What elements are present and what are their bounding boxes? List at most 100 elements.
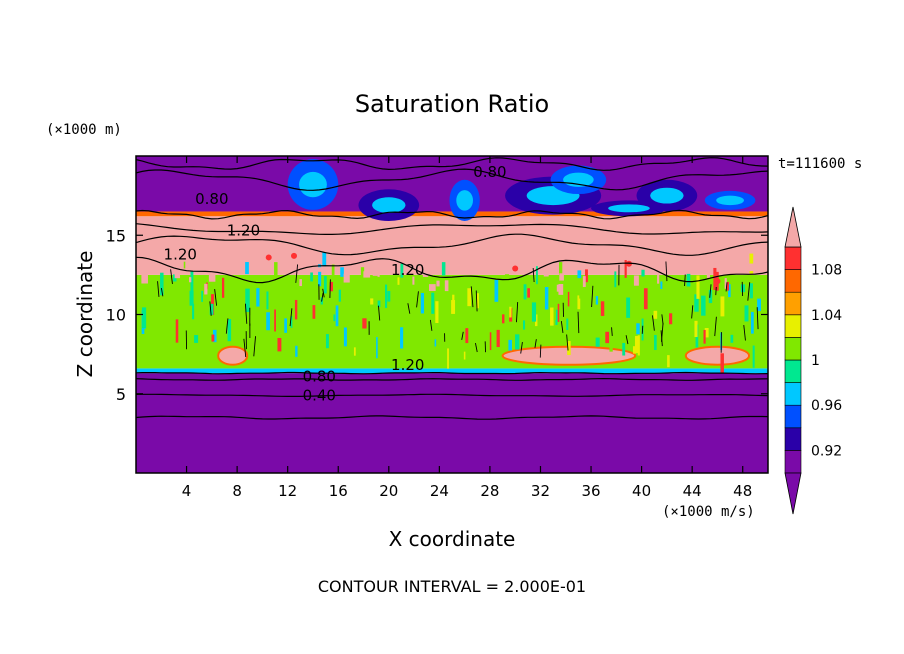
field-texture — [465, 328, 469, 344]
field-texture — [531, 302, 537, 322]
colorbar-segment — [784, 269, 802, 293]
contour-line — [136, 393, 768, 397]
contour-line — [577, 311, 580, 334]
field-texture — [263, 325, 268, 336]
field-texture — [634, 336, 640, 354]
field-texture — [633, 275, 639, 286]
y-tick-label: 15 — [106, 226, 126, 245]
field-texture — [534, 314, 538, 327]
field-texture — [226, 286, 230, 298]
field-texture — [444, 280, 449, 292]
y-axis-ticks: 5 10 15 — [106, 226, 768, 404]
field-texture — [614, 271, 617, 288]
upper-ice-patch — [650, 187, 684, 204]
field-texture — [559, 273, 564, 281]
x-tick-label: 32 — [531, 482, 550, 500]
field-texture — [160, 272, 164, 296]
contour-label: 1.20 — [164, 245, 197, 263]
colorbar-extend-max — [784, 206, 802, 248]
field-texture — [436, 280, 440, 287]
field-texture — [400, 327, 404, 349]
contour-line — [684, 274, 686, 287]
field-texture — [708, 289, 713, 304]
field-texture — [644, 279, 650, 295]
field-texture — [553, 304, 556, 320]
field-texture — [724, 278, 727, 289]
field-texture — [582, 276, 586, 287]
field-texture — [310, 272, 313, 282]
field-texture — [582, 287, 587, 311]
field-texture — [502, 314, 505, 324]
contour-label: 0.40 — [303, 386, 336, 404]
field-texture — [290, 316, 293, 328]
field-texture — [180, 322, 184, 345]
field-texture — [750, 311, 754, 334]
field-texture — [605, 331, 610, 344]
field-texture — [274, 309, 276, 332]
y-tick-label: 10 — [106, 306, 126, 325]
colorbar-tick-label: 0.96 — [811, 398, 842, 414]
field-texture — [322, 252, 327, 267]
field-texture — [556, 284, 560, 292]
field-texture — [295, 345, 298, 357]
field-texture — [277, 337, 282, 352]
colorbar-segment — [784, 359, 802, 383]
field-texture — [550, 307, 554, 326]
field-texture — [643, 288, 648, 310]
field-texture — [192, 303, 195, 320]
field-texture — [489, 332, 492, 351]
contour-line — [295, 264, 299, 283]
pink-cloud-patch — [217, 345, 249, 366]
field-texture — [377, 265, 380, 277]
x-tick-label: 36 — [581, 482, 600, 500]
x-tick-label: 24 — [430, 482, 449, 500]
contour-line — [625, 335, 629, 345]
field-texture — [206, 331, 209, 349]
field-texture — [720, 353, 724, 374]
field-texture — [686, 273, 691, 287]
contour-label: 1.20 — [227, 221, 260, 239]
contour-line — [532, 268, 535, 283]
field-texture — [714, 278, 721, 285]
field-texture — [447, 348, 449, 369]
contour-line — [743, 325, 746, 341]
field-texture — [558, 283, 564, 295]
x-tick-label: 12 — [278, 482, 297, 500]
field-texture — [706, 273, 711, 278]
field-texture — [201, 290, 203, 302]
field-texture — [420, 292, 425, 314]
field-texture — [338, 289, 341, 302]
field-texture — [757, 298, 762, 312]
x-axis-ticks: 4 8 12 16 20 24 28 32 36 40 44 48 — [182, 156, 752, 500]
upper-ice-patch — [456, 190, 473, 211]
field-texture — [523, 284, 527, 300]
contour-line — [461, 331, 464, 340]
field-texture — [540, 301, 544, 318]
contour-line — [475, 290, 478, 312]
contour-line — [136, 377, 768, 381]
field-texture — [583, 322, 587, 337]
field-texture — [412, 276, 415, 285]
time-label: t=111600 s — [778, 156, 862, 172]
field-texture — [577, 295, 581, 310]
y-axis-label: Z coordinate — [73, 251, 97, 378]
contour-line — [665, 261, 668, 282]
contour-line — [321, 292, 324, 302]
field-texture — [245, 262, 249, 275]
field-texture — [555, 309, 558, 325]
field-texture — [429, 284, 436, 291]
field-texture — [654, 334, 657, 351]
field-texture — [431, 292, 435, 314]
field-texture — [704, 328, 709, 338]
contour-label: 0.80 — [303, 367, 336, 385]
field-texture — [272, 297, 275, 309]
contour-line — [709, 284, 712, 298]
field-texture — [508, 339, 513, 351]
field-texture — [512, 309, 515, 326]
x-tick-label: 48 — [733, 482, 752, 500]
field-texture — [241, 335, 246, 348]
field-texture — [566, 318, 569, 330]
field-texture — [467, 288, 472, 307]
field-texture — [544, 287, 549, 310]
field-texture — [701, 295, 706, 316]
